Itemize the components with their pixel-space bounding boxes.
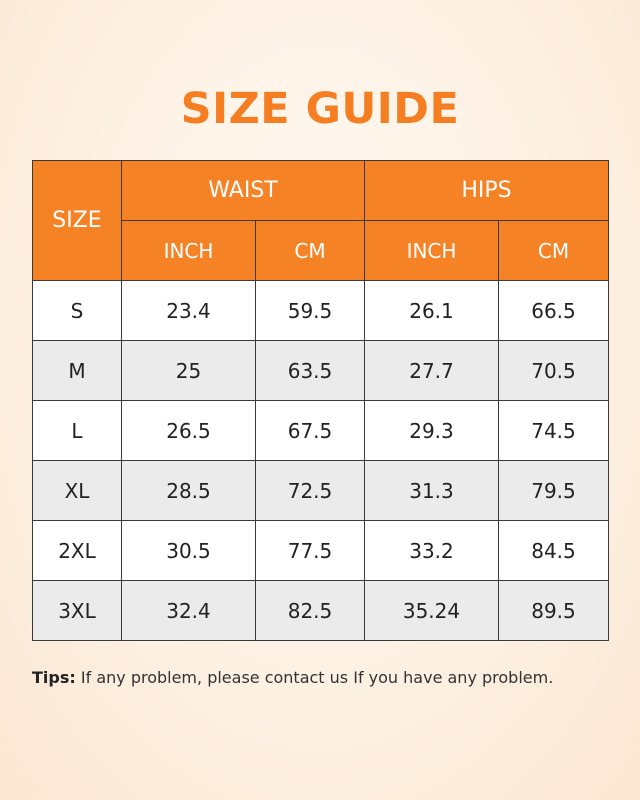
hips-cm-cell: 79.5: [497, 460, 610, 521]
waist-inch-cell: 30.5: [121, 520, 256, 581]
waist-inch-cell: 32.4: [121, 580, 256, 641]
waist-inch-header: INCH: [121, 220, 256, 281]
hips-inch-cell: 29.3: [364, 400, 499, 461]
size-cell: 2XL: [32, 520, 122, 581]
waist-inch-cell: 23.4: [121, 280, 256, 341]
size-cell: L: [32, 400, 122, 461]
size-cell: XL: [32, 460, 122, 521]
hips-inch-cell: 31.3: [364, 460, 499, 521]
hips-cm-cell: 70.5: [497, 340, 610, 401]
hips-inch-cell: 27.7: [364, 340, 499, 401]
size-cell: 3XL: [32, 580, 122, 641]
waist-cm-cell: 72.5: [255, 460, 365, 521]
hips-cm-header: CM: [497, 220, 610, 281]
hips-inch-cell: 33.2: [364, 520, 499, 581]
waist-cm-cell: 77.5: [255, 520, 365, 581]
tips-text: If any problem, please contact us If you…: [80, 668, 554, 687]
waist-inch-cell: 26.5: [121, 400, 256, 461]
size-column-header: SIZE: [32, 160, 122, 281]
size-table: SIZE WAIST HIPS INCH CM INCH CM S 23.4 5…: [32, 160, 610, 641]
table-row: S 23.4 59.5 26.1 66.5: [32, 280, 610, 341]
size-cell: M: [32, 340, 122, 401]
waist-inch-cell: 25: [121, 340, 256, 401]
hips-inch-cell: 26.1: [364, 280, 499, 341]
hips-cm-cell: 89.5: [497, 580, 610, 641]
page-title: SIZE GUIDE: [180, 84, 460, 134]
tips-note: Tips: If any problem, please contact us …: [32, 668, 553, 687]
hips-cm-cell: 74.5: [497, 400, 610, 461]
size-cell: S: [32, 280, 122, 341]
table-row: 2XL 30.5 77.5 33.2 84.5: [32, 520, 610, 581]
waist-cm-cell: 82.5: [255, 580, 365, 641]
table-header: SIZE WAIST HIPS INCH CM INCH CM: [32, 160, 610, 281]
hips-inch-header: INCH: [364, 220, 499, 281]
waist-cm-cell: 59.5: [255, 280, 365, 341]
hips-cm-cell: 66.5: [497, 280, 610, 341]
hips-cm-cell: 84.5: [497, 520, 610, 581]
hips-inch-cell: 35.24: [364, 580, 499, 641]
hips-column-header: HIPS: [363, 160, 610, 221]
table-row: XL 28.5 72.5 31.3 79.5: [32, 460, 610, 521]
tips-label: Tips:: [32, 668, 76, 687]
waist-cm-header: CM: [255, 220, 365, 281]
waist-cm-cell: 63.5: [255, 340, 365, 401]
table-body: S 23.4 59.5 26.1 66.5 M 25 63.5 27.7 70.…: [32, 280, 610, 641]
table-row: M 25 63.5 27.7 70.5: [32, 340, 610, 401]
table-row: L 26.5 67.5 29.3 74.5: [32, 400, 610, 461]
table-row: 3XL 32.4 82.5 35.24 89.5: [32, 580, 610, 641]
waist-column-header: WAIST: [121, 160, 365, 221]
waist-inch-cell: 28.5: [121, 460, 256, 521]
waist-cm-cell: 67.5: [255, 400, 365, 461]
